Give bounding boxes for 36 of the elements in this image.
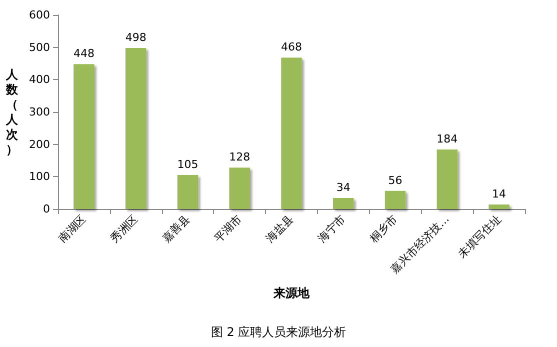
x-tick-label: 南湖区 (56, 212, 89, 245)
bar (229, 168, 250, 209)
y-tick-label: 200 (29, 138, 50, 151)
data-label: 468 (281, 40, 302, 54)
x-tick-label: 未填写住址 (456, 212, 504, 260)
bar (281, 58, 302, 209)
data-label: 105 (177, 158, 198, 172)
data-label: 498 (125, 30, 146, 44)
y-tick-label: 600 (29, 8, 50, 22)
x-tick-label: 桐乡市 (366, 212, 400, 246)
x-tick-label: 平湖市 (212, 212, 244, 245)
x-tick-label: 秀洲区 (108, 212, 140, 245)
bar (125, 48, 146, 209)
data-label: 128 (229, 150, 250, 164)
y-tick-label: 100 (29, 170, 50, 184)
data-label: 34 (336, 181, 350, 194)
bar (74, 64, 94, 209)
bar (436, 150, 458, 209)
bar (488, 204, 510, 209)
data-label: 448 (73, 47, 94, 60)
bar (177, 175, 198, 209)
text: 图 2 应聘人员来源地分析 (210, 325, 346, 339)
y-tick-label: 500 (29, 40, 50, 54)
bar (333, 198, 354, 209)
x-tick-label: 海盐县 (264, 212, 296, 245)
y-tick-label: 300 (29, 106, 50, 118)
data-label: 56 (388, 174, 402, 187)
x-tick-label: 嘉善县 (160, 212, 192, 245)
y-tick-label: 0 (43, 202, 50, 216)
bar (384, 190, 406, 209)
y-tick-label: 400 (29, 73, 50, 86)
data-label: 14 (492, 187, 506, 200)
data-label: 184 (436, 132, 458, 146)
y-axis-title: 人数（人次） (5, 68, 19, 156)
x-axis-title: 来源地 (272, 286, 310, 300)
x-tick-label: 海宁市 (315, 212, 348, 245)
